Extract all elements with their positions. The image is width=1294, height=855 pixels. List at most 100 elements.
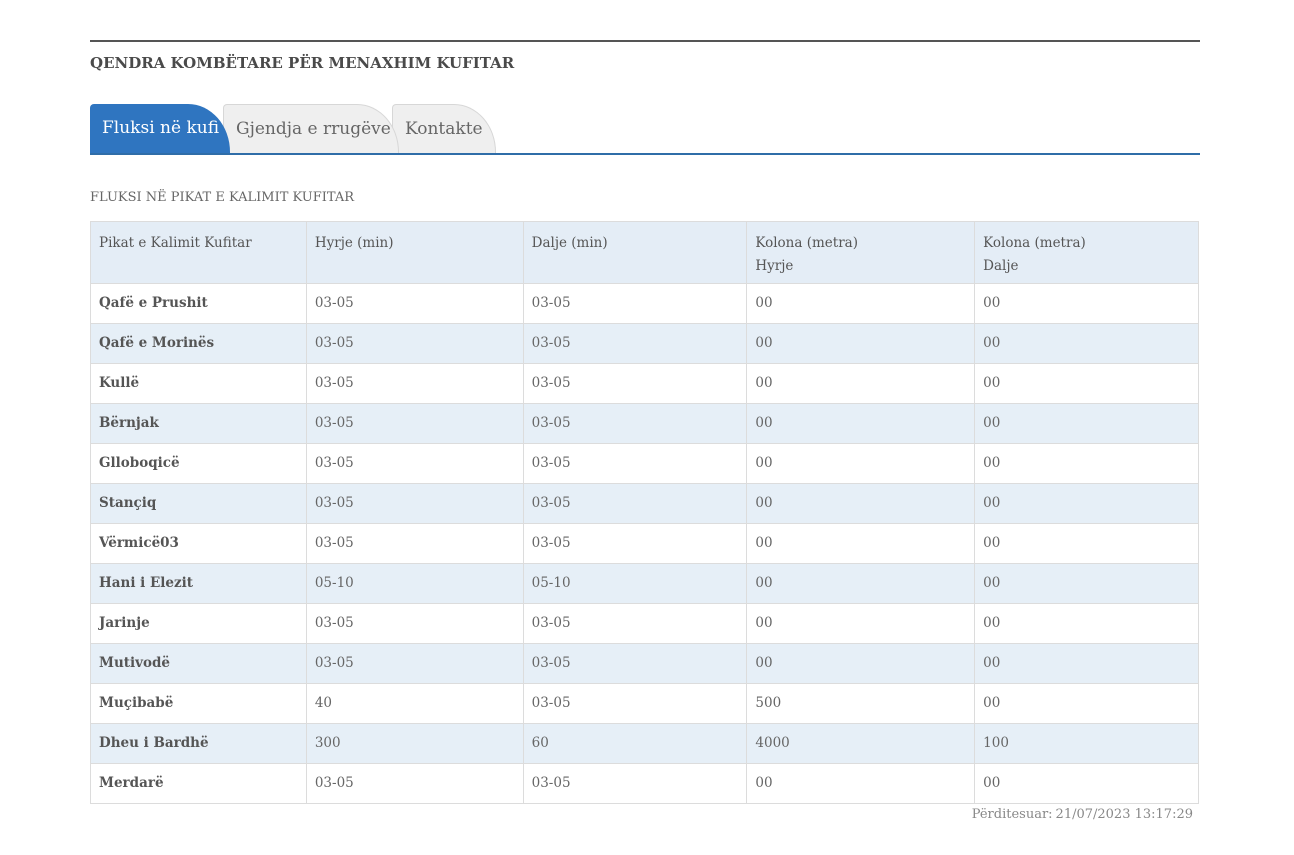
cell-entry-min: 05-10 [305,563,524,604]
cell-entry-min: 03-05 [305,323,524,364]
cell-queue-exit: 00 [974,443,1199,484]
cell-entry-min: 03-05 [305,283,524,324]
cell-crossing-point: Mutivodë [90,643,307,684]
table-row: Qafë e Prushit 03-05 03-05 00 00 [90,283,1199,324]
column-header-label: Hyrje (min) [314,235,394,251]
cell-queue-exit: 00 [974,603,1199,644]
table-body: Qafë e Prushit 03-05 03-05 00 00 Qafë e Morin… [90,283,1199,804]
column-header-exit-min: Dalje (min) [522,221,748,284]
tab-border-flux[interactable]: Fluksi në kufi [90,104,230,153]
cell-crossing-point: Hani i Elezit [90,563,307,604]
cell-exit-min: 03-05 [522,483,748,524]
cell-exit-min: 03-05 [522,283,748,324]
column-header-sublabel: Hyrje [755,258,794,274]
tab-road-conditions[interactable]: Gjendja e rrugëve [223,104,399,153]
cell-queue-exit: 00 [974,523,1199,564]
cell-queue-exit: 00 [974,683,1199,724]
top-divider [90,40,1200,42]
column-header-label: Dalje (min) [531,235,608,251]
last-updated-value: 21/07/2023 13:17:29 [1055,807,1193,822]
tab-bar: Fluksi në kufi Gjendja e rrugëve Kontakt… [90,104,1200,155]
cell-queue-exit: 00 [974,483,1199,524]
column-header-queue-exit: Kolona (metra) Dalje [974,221,1199,284]
cell-entry-min: 300 [305,723,524,764]
cell-entry-min: 40 [305,683,524,724]
table-row: Bërnjak 03-05 03-05 00 00 [90,403,1199,444]
cell-entry-min: 03-05 [305,523,524,564]
table-row: Mutivodë 03-05 03-05 00 00 [90,643,1199,684]
cell-entry-min: 03-05 [305,603,524,644]
cell-crossing-point: Stançiq [90,483,307,524]
cell-queue-exit: 00 [974,763,1199,804]
cell-queue-exit: 00 [974,643,1199,684]
column-header-crossing-point: Pikat e Kalimit Kufitar [90,221,307,284]
column-header-queue-entry: Kolona (metra) Hyrje [746,221,976,284]
column-header-label: Pikat e Kalimit Kufitar [99,235,252,251]
cell-queue-entry: 00 [746,643,976,684]
cell-exit-min: 60 [522,723,748,764]
cell-crossing-point: Bërnjak [90,403,307,444]
cell-entry-min: 03-05 [305,483,524,524]
cell-queue-entry: 00 [746,483,976,524]
cell-entry-min: 03-05 [305,363,524,404]
cell-queue-exit: 00 [974,563,1199,604]
last-updated: Përditesuar: 21/07/2023 13:17:29 [969,807,1193,822]
cell-queue-entry: 00 [746,323,976,364]
cell-entry-min: 03-05 [305,643,524,684]
cell-crossing-point: Qafë e Prushit [90,283,307,324]
cell-exit-min: 05-10 [522,563,748,604]
table-row: Muçibabë 40 03-05 500 00 [90,683,1199,724]
cell-exit-min: 03-05 [522,683,748,724]
cell-queue-exit: 00 [974,403,1199,444]
page-title: QENDRA KOMBËTARE PËR MENAXHIM KUFITAR [90,54,515,72]
section-title: FLUKSI NË PIKAT E KALIMIT KUFITAR [90,190,355,205]
cell-exit-min: 03-05 [522,523,748,564]
cell-crossing-point: Glloboqicë [90,443,307,484]
cell-queue-entry: 500 [746,683,976,724]
cell-queue-entry: 00 [746,403,976,444]
table-row: Qafë e Morinës 03-05 03-05 00 00 [90,323,1199,364]
cell-crossing-point: Qafë e Morinës [90,323,307,364]
table-row: Vërmicë03 03-05 03-05 00 00 [90,523,1199,564]
column-header-sublabel: Dalje [983,258,1019,274]
border-flux-table: Pikat e Kalimit Kufitar Hyrje (min) Dalj… [90,221,1199,804]
cell-exit-min: 03-05 [522,323,748,364]
cell-entry-min: 03-05 [305,443,524,484]
cell-exit-min: 03-05 [522,763,748,804]
tab-contacts[interactable]: Kontakte [392,104,496,153]
cell-crossing-point: Muçibabë [90,683,307,724]
cell-queue-entry: 00 [746,443,976,484]
cell-queue-entry: 00 [746,763,976,804]
cell-crossing-point: Vërmicë03 [90,523,307,564]
cell-queue-exit: 100 [974,723,1199,764]
table-row: Kullë 03-05 03-05 00 00 [90,363,1199,404]
cell-exit-min: 03-05 [522,443,748,484]
cell-queue-entry: 00 [746,363,976,404]
table-row: Merdarë 03-05 03-05 00 00 [90,763,1199,804]
table-row: Jarinje 03-05 03-05 00 00 [90,603,1199,644]
table-row: Hani i Elezit 05-10 05-10 00 00 [90,563,1199,604]
cell-queue-entry: 00 [746,563,976,604]
cell-crossing-point: Jarinje [90,603,307,644]
table-row: Stançiq 03-05 03-05 00 00 [90,483,1199,524]
cell-queue-exit: 00 [974,363,1199,404]
cell-entry-min: 03-05 [305,763,524,804]
cell-crossing-point: Merdarë [90,763,307,804]
cell-exit-min: 03-05 [522,643,748,684]
last-updated-label: Përditesuar: [971,807,1053,822]
cell-crossing-point: Dheu i Bardhë [90,723,307,764]
table-row: Glloboqicë 03-05 03-05 00 00 [90,443,1199,484]
cell-queue-entry: 00 [746,283,976,324]
column-header-entry-min: Hyrje (min) [305,221,524,284]
cell-queue-exit: 00 [974,323,1199,364]
cell-exit-min: 03-05 [522,363,748,404]
cell-exit-min: 03-05 [522,403,748,444]
table-header-row: Pikat e Kalimit Kufitar Hyrje (min) Dalj… [90,221,1199,284]
column-header-label: Kolona (metra) [983,235,1086,251]
cell-queue-exit: 00 [974,283,1199,324]
cell-entry-min: 03-05 [305,403,524,444]
cell-exit-min: 03-05 [522,603,748,644]
column-header-label: Kolona (metra) [755,235,858,251]
table-row: Dheu i Bardhë 300 60 4000 100 [90,723,1199,764]
cell-queue-entry: 4000 [746,723,976,764]
